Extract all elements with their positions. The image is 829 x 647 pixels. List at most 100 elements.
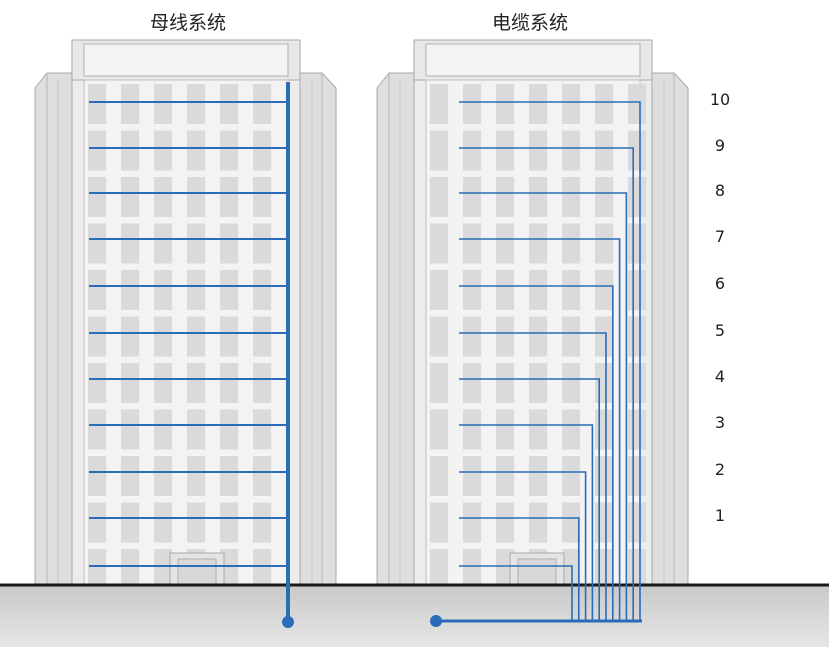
window [220,502,239,543]
window [430,456,449,496]
window [121,223,140,264]
window [220,363,239,403]
window [496,130,515,171]
cable-lines [430,101,642,627]
window [88,223,107,264]
window [88,363,107,403]
window [529,130,548,171]
window [628,502,647,543]
window [154,409,173,450]
window [154,549,173,589]
cable-feed-point [430,615,442,627]
window [253,130,272,171]
window [595,363,614,403]
window [496,177,515,217]
window [154,316,173,357]
window [430,177,449,217]
window [253,270,272,310]
window [88,177,107,217]
window [463,316,482,357]
window [253,84,272,124]
window [253,223,272,264]
window [430,84,449,124]
cable-run [459,147,635,621]
window [187,130,206,171]
window [154,177,173,217]
window [154,84,173,124]
cable-run [459,517,580,621]
window [562,223,581,264]
window [628,177,647,217]
cable-run [459,378,601,621]
window [496,456,515,496]
window [529,409,548,450]
window [430,130,449,171]
busbar-building [34,39,337,589]
window [154,502,173,543]
window [121,502,140,543]
window [595,223,614,264]
cable-run [459,565,573,621]
floor-label: 5 [714,321,726,340]
window [529,363,548,403]
window [595,549,614,589]
window [595,177,614,217]
window [220,223,239,264]
window [187,502,206,543]
window [253,549,272,589]
floor-label: 6 [714,274,726,293]
window [220,84,239,124]
window [496,270,515,310]
busbar-system-title: 母线系统 [149,12,226,34]
window [496,84,515,124]
window [562,270,581,310]
cable-run [459,471,587,621]
window [121,84,140,124]
window [187,270,206,310]
window [628,316,647,357]
window [628,270,647,310]
window [220,177,239,217]
window [121,456,140,496]
window [463,549,482,589]
window [628,363,647,403]
window [88,502,107,543]
window [430,223,449,264]
window [121,130,140,171]
window [187,223,206,264]
window [562,502,581,543]
cable-run [459,332,607,621]
window [529,316,548,357]
window [595,456,614,496]
window [463,177,482,217]
window [628,84,647,124]
window [430,409,449,450]
floor-label: 3 [714,413,726,432]
window [595,84,614,124]
window [154,130,173,171]
window [628,409,647,450]
window [253,316,272,357]
window [529,270,548,310]
window [187,409,206,450]
window [529,84,548,124]
window [463,363,482,403]
window [187,84,206,124]
window [88,130,107,171]
window [88,270,107,310]
cable-run [459,101,641,621]
window [463,409,482,450]
window [187,316,206,357]
window [496,409,515,450]
window [496,363,515,403]
window [121,549,140,589]
window [88,84,107,124]
window [595,130,614,171]
cable-run [459,192,628,621]
window [253,409,272,450]
window [154,223,173,264]
window [253,177,272,217]
window [529,502,548,543]
window [562,84,581,124]
